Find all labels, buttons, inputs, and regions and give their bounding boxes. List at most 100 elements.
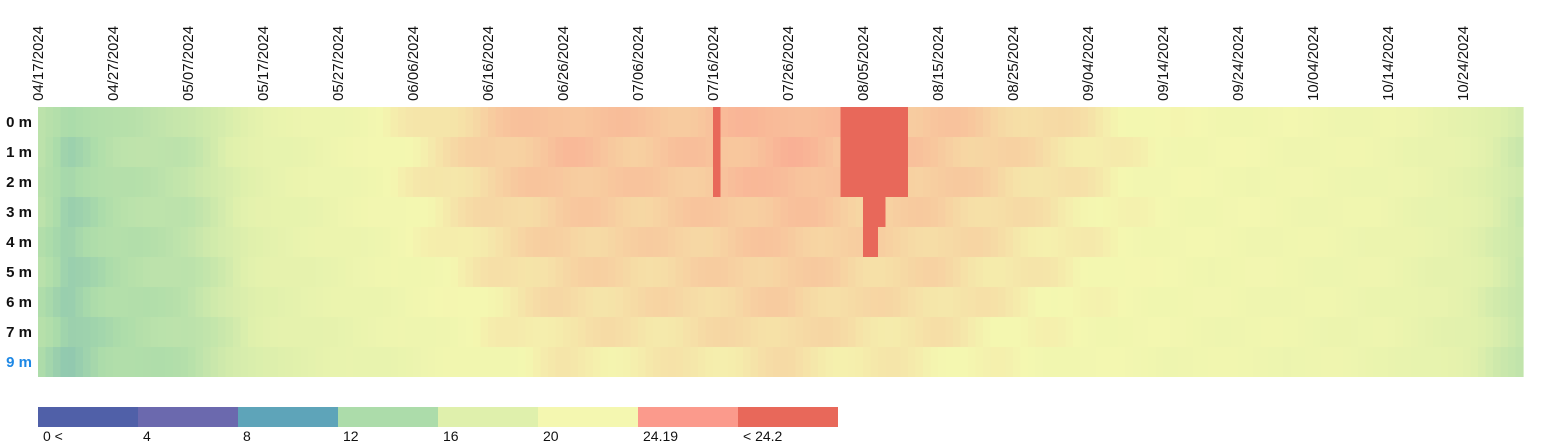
heatmap-cell xyxy=(278,167,287,197)
heatmap-cell xyxy=(233,197,242,227)
heatmap-cell xyxy=(255,287,264,317)
heatmap-cell xyxy=(1178,317,1187,347)
heatmap-cell xyxy=(300,197,309,227)
heatmap-cell xyxy=(713,227,722,257)
heatmap-cell xyxy=(983,197,992,227)
heatmap-cell xyxy=(53,317,62,347)
heatmap-cell xyxy=(653,197,662,227)
heatmap-cell xyxy=(1440,167,1449,197)
heatmap-cell xyxy=(690,137,699,167)
heatmap-cell xyxy=(990,167,999,197)
heatmap-cell xyxy=(818,197,827,227)
heatmap-cell xyxy=(120,107,129,137)
heatmap-cell xyxy=(623,257,632,287)
heatmap-cell xyxy=(1455,197,1464,227)
heatmap-cell xyxy=(323,137,332,167)
heatmap-cell xyxy=(930,227,939,257)
heatmap-cell xyxy=(1095,107,1104,137)
heatmap-cell xyxy=(1433,167,1442,197)
heatmap-cell xyxy=(323,107,332,137)
depth-label[interactable]: 3 m xyxy=(6,204,32,221)
heatmap-cell xyxy=(773,317,782,347)
heatmap-cell xyxy=(870,347,879,377)
heatmap-cell xyxy=(743,227,752,257)
depth-label[interactable]: 2 m xyxy=(6,174,32,191)
heatmap-cell xyxy=(1478,347,1487,377)
heatmap-cell xyxy=(353,287,362,317)
heatmap-cell xyxy=(473,197,482,227)
heatmap-cell xyxy=(660,347,669,377)
heatmap-cell xyxy=(278,107,287,137)
heatmap-cell xyxy=(533,317,542,347)
heatmap-cell xyxy=(563,197,572,227)
heatmap-cell xyxy=(383,347,392,377)
heatmap-cell xyxy=(773,137,782,167)
heatmap-cell xyxy=(758,347,767,377)
heatmap-cell xyxy=(1253,137,1262,167)
heatmap-cell xyxy=(1035,107,1044,137)
heatmap-cell xyxy=(1485,347,1494,377)
heatmap-cell xyxy=(1215,167,1224,197)
heatmap-cell xyxy=(923,197,932,227)
heatmap-cell xyxy=(203,287,212,317)
heatmap-cell xyxy=(1313,317,1322,347)
heatmap-cell xyxy=(1380,167,1389,197)
heatmap-cell xyxy=(518,257,527,287)
depth-label[interactable]: 0 m xyxy=(6,114,32,131)
heatmap-cell xyxy=(1148,167,1157,197)
heatmap-cell xyxy=(308,287,317,317)
heatmap-cell xyxy=(1088,167,1097,197)
heatmap-cell xyxy=(638,227,647,257)
heatmap-cell xyxy=(840,257,849,287)
heatmap-cell xyxy=(608,257,617,287)
heatmap-cell xyxy=(323,257,332,287)
heatmap-cell xyxy=(1013,257,1022,287)
heatmap-cell xyxy=(210,107,219,137)
legend-label: 24.19 xyxy=(643,428,678,442)
heatmap-cell xyxy=(315,287,324,317)
heatmap-cell xyxy=(773,227,782,257)
heatmap-cell xyxy=(1020,257,1029,287)
heatmap-cell xyxy=(908,347,917,377)
heatmap-cell xyxy=(45,347,54,377)
heatmap-cell xyxy=(623,107,632,137)
heatmap-cell xyxy=(1365,287,1374,317)
heatmap-cell xyxy=(878,227,887,257)
heatmap-cell xyxy=(990,227,999,257)
heatmap-cell xyxy=(1433,287,1442,317)
heatmap-cell xyxy=(840,287,849,317)
heatmap-cell xyxy=(780,317,789,347)
heatmap-cell xyxy=(368,197,377,227)
heatmap-cell xyxy=(750,287,759,317)
heatmap-cell xyxy=(713,287,722,317)
heatmap-cell xyxy=(428,227,437,257)
heatmap-cell xyxy=(585,107,594,137)
heatmap-cell xyxy=(1013,287,1022,317)
heatmap-cell xyxy=(810,137,819,167)
heatmap-cell xyxy=(285,107,294,137)
depth-label[interactable]: 4 m xyxy=(6,234,32,251)
heatmap-cell xyxy=(1050,257,1059,287)
heatmap-cell xyxy=(833,107,842,137)
heatmap-cell xyxy=(1260,347,1269,377)
heatmap-cell xyxy=(255,347,264,377)
heatmap-cell xyxy=(503,227,512,257)
depth-label[interactable]: 5 m xyxy=(6,264,32,281)
depth-label[interactable]: 9 m xyxy=(6,354,32,371)
heatmap-cell xyxy=(1515,257,1524,287)
heatmap-cell xyxy=(1508,137,1517,167)
heatmap-cell xyxy=(945,197,954,227)
depth-label[interactable]: 1 m xyxy=(6,144,32,161)
date-tick-label: 05/07/2024 xyxy=(180,26,197,101)
heatmap-cell xyxy=(1313,347,1322,377)
heatmap-cell xyxy=(53,197,62,227)
depth-label[interactable]: 6 m xyxy=(6,294,32,311)
heatmap-cell xyxy=(150,287,159,317)
heatmap-cell xyxy=(1110,317,1119,347)
heatmap-cell xyxy=(638,167,647,197)
depth-label[interactable]: 7 m xyxy=(6,324,32,341)
heatmap-cell xyxy=(293,137,302,167)
heatmap-cell xyxy=(1508,227,1517,257)
heatmap-cell xyxy=(1013,197,1022,227)
heatmap-cell xyxy=(368,137,377,167)
